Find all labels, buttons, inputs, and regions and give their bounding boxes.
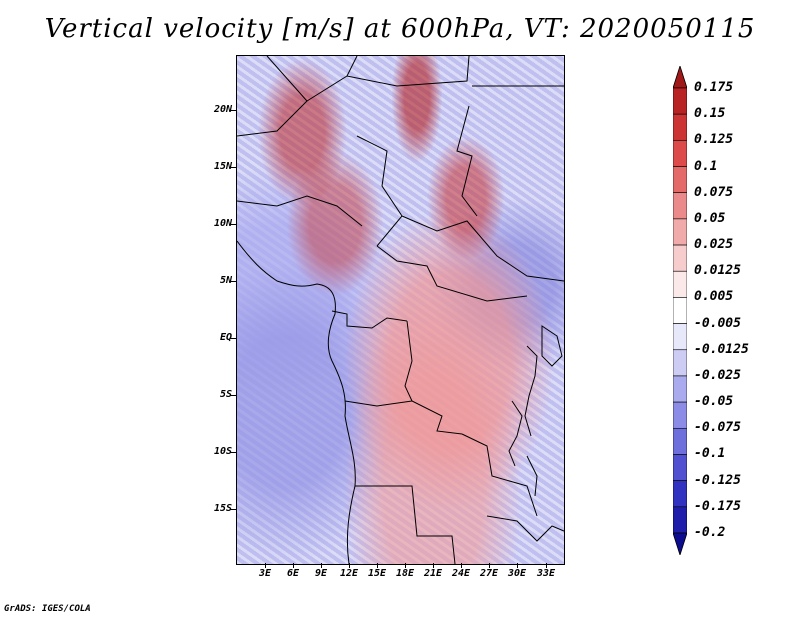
colorbar [673, 66, 687, 555]
country-borders [237, 56, 564, 564]
colorbar-segment [673, 454, 687, 481]
colorbar-label: -0.0125 [694, 341, 749, 357]
y-tick-20n: 20N [213, 104, 232, 115]
colorbar-segment [673, 375, 687, 403]
colorbar-label: 0.125 [694, 132, 734, 148]
y-tick-10s: 10S [213, 446, 232, 457]
axis-tick-mark [377, 563, 378, 568]
axis-tick-mark [349, 563, 350, 568]
colorbar-segment [673, 401, 687, 429]
colorbar-label: -0.175 [694, 498, 741, 514]
x-tick-21e: 21E [423, 568, 443, 579]
colorbar-label: 0.05 [694, 210, 726, 226]
x-tick-3e: 3E [258, 568, 272, 579]
axis-tick-mark [405, 563, 406, 568]
axis-tick-mark [489, 563, 490, 568]
colorbar-segment [673, 218, 687, 246]
x-tick-15e: 15E [367, 568, 387, 579]
axis-tick-mark [433, 563, 434, 568]
x-tick-33e: 33E [536, 568, 556, 579]
colorbar-segment [673, 480, 687, 508]
colorbar-segment [673, 113, 687, 141]
colorbar-label: 0.025 [694, 237, 734, 253]
colorbar-segment [673, 270, 687, 298]
axis-tick-mark [230, 452, 236, 453]
axis-tick-mark [230, 110, 236, 111]
colorbar-segment [673, 323, 687, 351]
axis-tick-mark [546, 563, 547, 568]
footer-credit: GrADS: IGES/COLA [4, 604, 91, 614]
colorbar-label: -0.025 [694, 367, 741, 383]
colorbar-label: 0.175 [694, 80, 734, 95]
axis-tick-mark [461, 563, 462, 568]
x-tick-12e: 12E [339, 568, 359, 579]
y-tick-5n: 5N [219, 275, 232, 286]
axis-tick-mark [265, 563, 266, 568]
y-tick-15n: 15N [213, 161, 232, 172]
x-tick-6e: 6E [286, 568, 300, 579]
colorbar-bottom-arrow [673, 532, 687, 555]
colorbar-label: -0.075 [694, 420, 741, 436]
colorbar-label: -0.005 [694, 315, 741, 331]
x-tick-27e: 27E [479, 568, 499, 579]
axis-tick-mark [321, 563, 322, 568]
colorbar-segment [673, 244, 687, 272]
axis-tick-mark [293, 563, 294, 568]
axis-tick-mark [230, 395, 236, 396]
colorbar-label: 0.005 [694, 289, 734, 305]
colorbar-label: -0.05 [694, 394, 734, 410]
colorbar-label: 0.0125 [694, 263, 741, 279]
x-tick-24e: 24E [451, 568, 471, 579]
colorbar-segment [673, 192, 687, 220]
axis-tick-mark [230, 509, 236, 510]
axis-tick-mark [230, 281, 236, 282]
colorbar-top-arrow [673, 66, 687, 89]
colorbar-segment [673, 349, 687, 377]
map-plot-area [236, 55, 565, 565]
y-tick-15s: 15S [213, 503, 232, 514]
colorbar-label: 0.15 [694, 106, 726, 122]
colorbar-label: -0.1 [694, 446, 726, 462]
x-tick-30e: 30E [507, 568, 527, 579]
axis-tick-mark [230, 338, 236, 339]
colorbar-label: -0.2 [694, 525, 726, 540]
colorbar-label: 0.1 [694, 158, 718, 174]
colorbar-segment [673, 166, 687, 194]
x-tick-18e: 18E [395, 568, 415, 579]
axis-tick-mark [230, 224, 236, 225]
x-tick-9e: 9E [314, 568, 328, 579]
colorbar-label: -0.125 [694, 472, 741, 488]
colorbar-segment [673, 140, 687, 167]
colorbar-label: 0.075 [694, 184, 734, 200]
colorbar-segment [673, 297, 687, 324]
y-tick-eq: EQ [219, 332, 232, 343]
axis-tick-mark [230, 167, 236, 168]
y-tick-5s: 5S [219, 389, 232, 400]
axis-tick-mark [517, 563, 518, 568]
colorbar-segment [673, 506, 687, 534]
colorbar-segment [673, 427, 687, 455]
plot-title: Vertical velocity [m/s] at 600hPa, VT: 2… [44, 14, 756, 44]
colorbar-segment [673, 87, 687, 115]
y-tick-10n: 10N [213, 218, 232, 229]
